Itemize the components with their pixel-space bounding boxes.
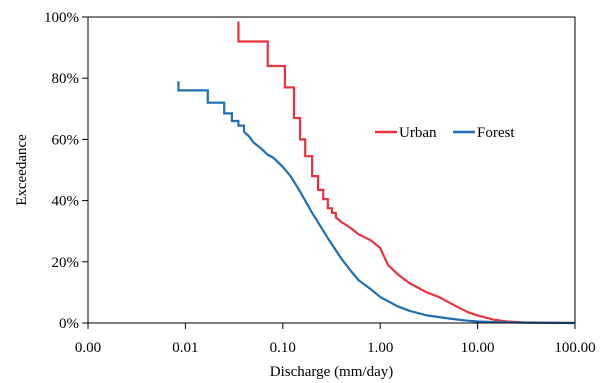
legend: Urban Forest: [375, 125, 515, 141]
y-axis-title: Exceedance: [14, 134, 30, 206]
series-line-urban: [237, 21, 576, 325]
y-tick-label: 100%: [44, 10, 79, 26]
y-tick-label: 80%: [52, 71, 80, 87]
x-tick-label: 0.00: [75, 340, 101, 356]
x-tick-label: 0.01: [172, 340, 198, 356]
series-line-forest: [177, 81, 576, 325]
x-tick-label: 10.00: [461, 340, 495, 356]
y-tick-label: 20%: [52, 255, 80, 271]
x-tick-label: 0.10: [270, 340, 296, 356]
y-axis-ticks: 0% 20% 40% 60% 80% 100%: [44, 10, 88, 332]
x-tick-label: 100.00: [554, 340, 595, 356]
x-axis-ticks: 0.00 0.01 0.10 1.00 10.00 100.00: [75, 323, 596, 356]
x-axis-title: Discharge (mm/day): [270, 364, 393, 380]
legend-label-forest: Forest: [477, 125, 515, 141]
plot-area-frame: [87, 16, 576, 324]
y-tick-label: 60%: [52, 132, 80, 148]
y-tick-label: 40%: [52, 194, 80, 210]
legend-label-urban: Urban: [399, 125, 437, 141]
y-tick-label: 0%: [59, 316, 79, 332]
series-layer: [177, 21, 576, 325]
x-tick-label: 1.00: [367, 340, 393, 356]
